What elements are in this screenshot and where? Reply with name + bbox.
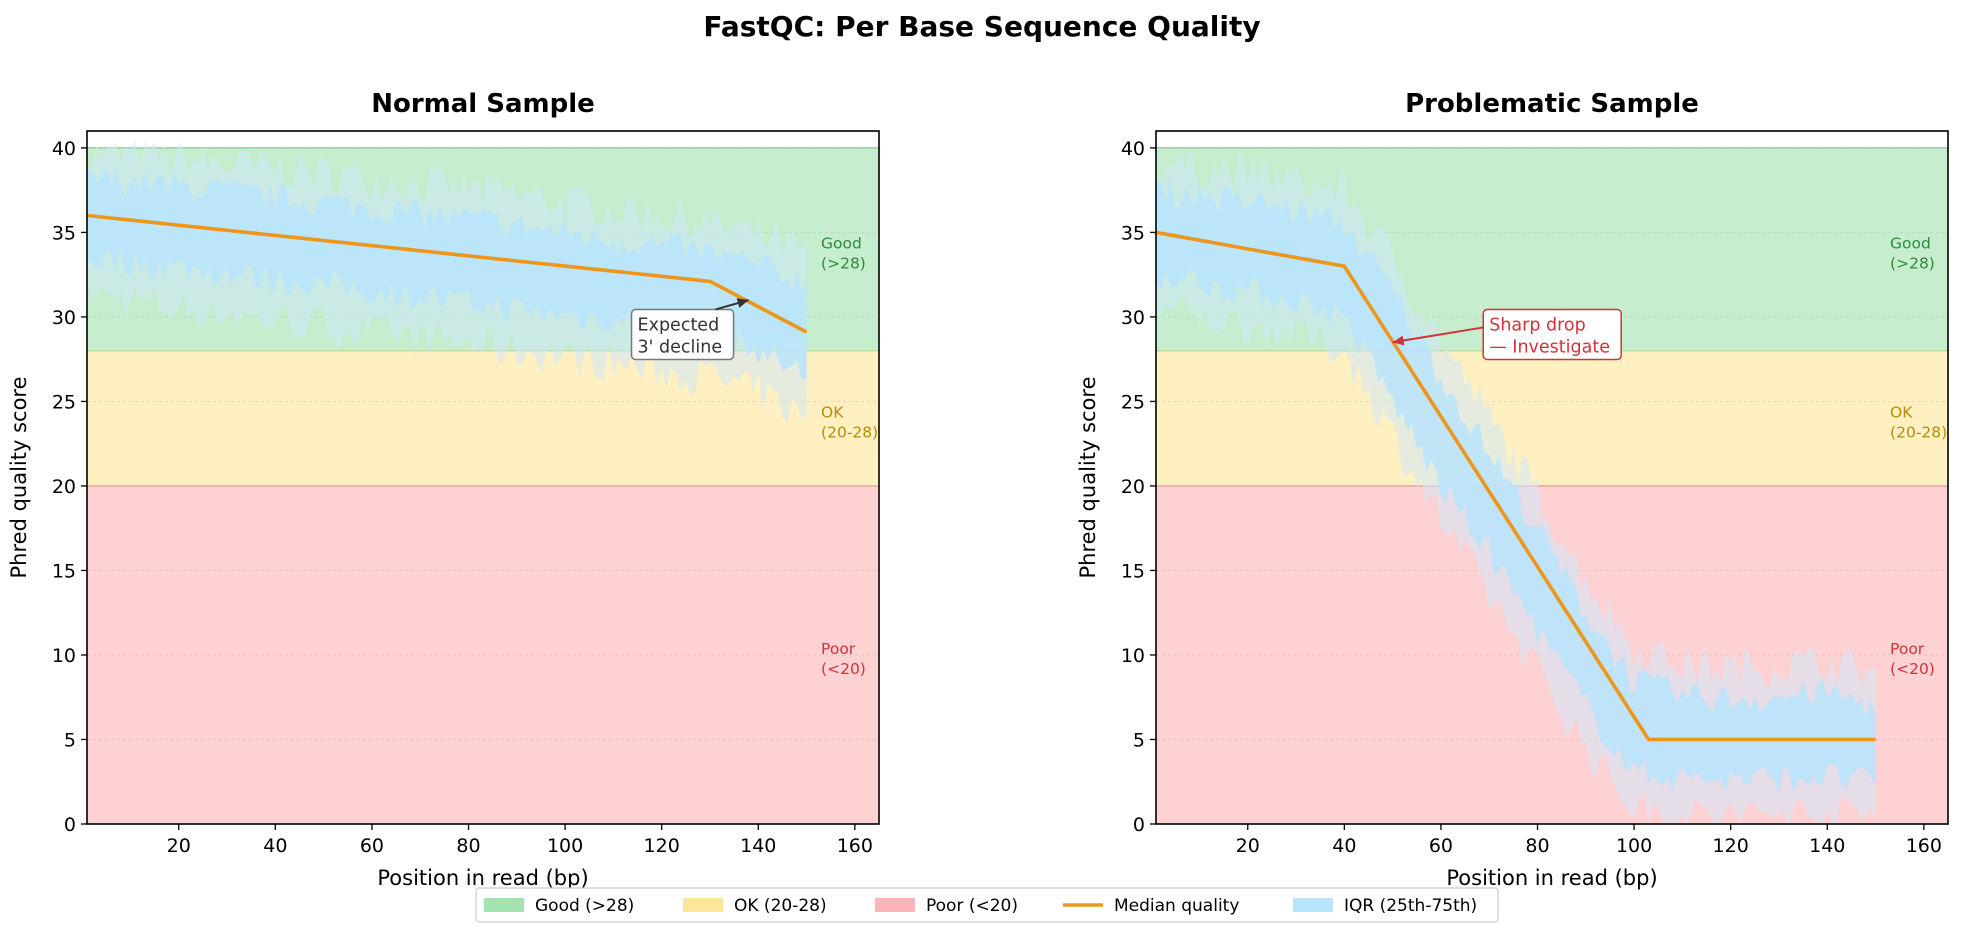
- x-axis-label: Position in read (bp): [1446, 866, 1657, 890]
- plot-area: [87, 139, 879, 824]
- zone-label-good: Good: [821, 234, 862, 252]
- legend-swatch: [484, 898, 524, 912]
- y-tick-label: 10: [52, 645, 76, 667]
- zone-label-ok-range: (20-28): [821, 423, 878, 441]
- y-tick-label: 15: [1121, 560, 1145, 582]
- y-tick-label: 30: [1121, 307, 1145, 329]
- legend: Good (>28) OK (20-28) Poor (<20) Median qua…: [475, 887, 1499, 923]
- x-tick-label: 160: [837, 835, 873, 857]
- axes-frame: [86, 130, 880, 825]
- zone-label-poor: Poor: [1890, 640, 1925, 658]
- y-tick-label: 0: [64, 814, 76, 836]
- annotation-arrowhead: [1392, 335, 1405, 346]
- y-tick-label: 20: [1121, 476, 1145, 498]
- x-tick-label: 20: [167, 835, 191, 857]
- panel-2: 20 40 60 80 100 120 140 160 0 5 10 15 20 25 30 35 40 Prob…: [1076, 89, 1949, 890]
- annotation: Sharp drop— Investigate: [1392, 308, 1622, 361]
- x-tick-label: 80: [1525, 835, 1549, 857]
- zone-label-good: Good: [1890, 234, 1931, 252]
- x-axis-label: Position in read (bp): [377, 866, 588, 890]
- x-tick-label: 100: [547, 835, 583, 857]
- legend-box: [475, 887, 1499, 923]
- y-tick-label: 20: [52, 476, 76, 498]
- x-tick-label: 120: [644, 835, 680, 857]
- iqr-band: [1156, 177, 1876, 794]
- y-tick-label: 0: [1133, 814, 1145, 836]
- legend-label: OK (20-28): [734, 896, 827, 916]
- y-tick-label: 35: [52, 222, 76, 244]
- y-tick-label: 15: [52, 560, 76, 582]
- zone-label-good-range: (>28): [821, 254, 866, 272]
- zone-ok: [1156, 350, 1948, 486]
- x-tick-label: 60: [1429, 835, 1453, 857]
- zone-label-poor: Poor: [821, 640, 856, 658]
- x-tick-label: 120: [1713, 835, 1749, 857]
- x-tick-label: 100: [1616, 835, 1652, 857]
- panel-title: Normal Sample: [371, 89, 595, 119]
- x-tick-label: 60: [360, 835, 384, 857]
- x-tick-label: 20: [1236, 835, 1260, 857]
- legend-label: Good (>28): [535, 896, 634, 916]
- legend-label: Median quality: [1114, 896, 1239, 916]
- annotation-box: [630, 308, 735, 361]
- panel-title: Problematic Sample: [1405, 89, 1699, 119]
- y-tick-label: 10: [1121, 645, 1145, 667]
- y-tick-label: 5: [64, 729, 76, 751]
- x-tick-label: 140: [740, 835, 776, 857]
- annotation-box: [1482, 308, 1622, 361]
- figure-title: FastQC: Per Base Sequence Quality: [703, 10, 1260, 43]
- x-tick-label: 140: [1809, 835, 1845, 857]
- x-tick-label: 40: [263, 835, 287, 857]
- plot-area: [1156, 147, 1948, 824]
- y-axis-label: Phred quality score: [1076, 376, 1100, 578]
- zone-label-ok: OK: [821, 403, 844, 421]
- y-tick-label: 30: [52, 307, 76, 329]
- annotation-text: — Investigate: [1489, 337, 1610, 357]
- zone-label-good-range: (>28): [1890, 254, 1935, 272]
- x-tick-label: 40: [1332, 835, 1356, 857]
- annotation-text: Sharp drop: [1489, 315, 1586, 335]
- annotation-arrowhead: [736, 298, 749, 308]
- legend-label: IQR (25th-75th): [1344, 896, 1477, 916]
- annotation-text: Expected: [638, 315, 720, 335]
- x-tick-label: 80: [456, 835, 480, 857]
- zone-label-poor-range: (<20): [1890, 660, 1935, 678]
- zone-label-ok-range: (20-28): [1890, 423, 1947, 441]
- iqr-band: [87, 167, 807, 380]
- annotation-arrow: [1392, 326, 1484, 344]
- legend-label: Poor (<20): [926, 896, 1018, 916]
- y-axis-label: Phred quality score: [7, 376, 31, 578]
- median-line: [87, 213, 808, 334]
- y-tick-label: 40: [1121, 138, 1145, 160]
- zone-label-ok: OK: [1890, 403, 1913, 421]
- legend-swatch: [875, 898, 915, 912]
- panel-1: 20 40 60 80 100 120 140 160 0 5 10 15 20 25 30 35 40 Norm…: [7, 89, 880, 890]
- legend-swatch: [683, 898, 723, 912]
- zone-label-poor-range: (<20): [821, 660, 866, 678]
- y-tick-label: 25: [52, 391, 76, 413]
- y-tick-label: 35: [1121, 222, 1145, 244]
- annotation-text: 3' decline: [638, 337, 723, 357]
- zone-ok: [87, 350, 879, 486]
- y-tick-label: 25: [1121, 391, 1145, 413]
- median-line: [1156, 230, 1876, 742]
- x-tick-label: 160: [1906, 835, 1942, 857]
- y-tick-label: 5: [1133, 729, 1145, 751]
- legend-swatch: [1293, 898, 1333, 912]
- y-tick-label: 40: [52, 138, 76, 160]
- zone-poor: [87, 485, 879, 824]
- axes-frame: [1155, 130, 1949, 825]
